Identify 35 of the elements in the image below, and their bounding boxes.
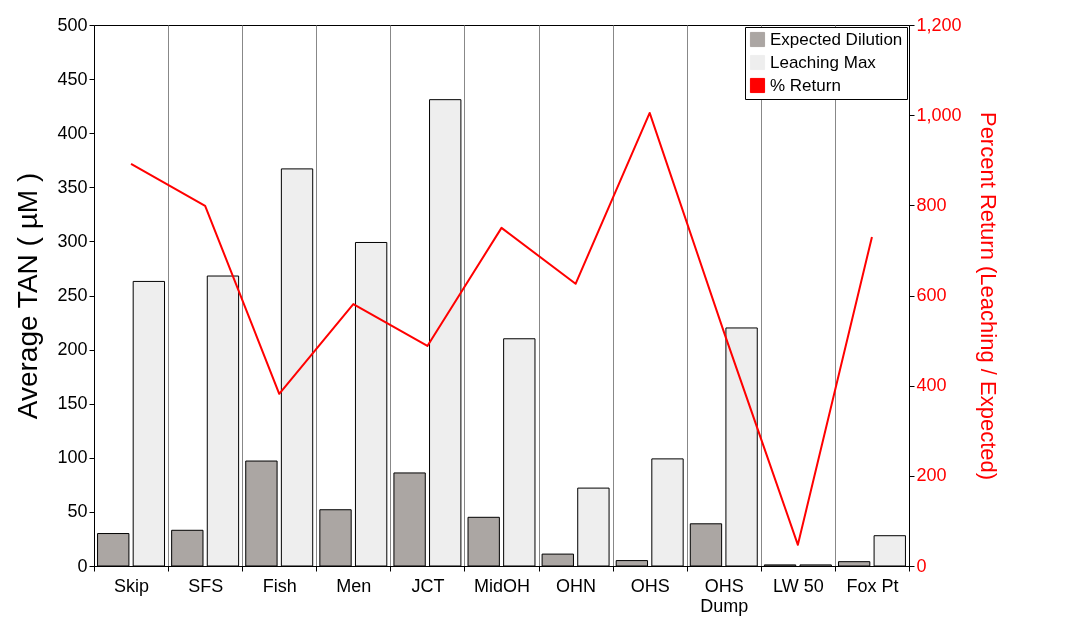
y-tick-label: 350 — [57, 176, 88, 197]
y-tick-label: 50 — [67, 501, 88, 522]
y-tick-label: 300 — [57, 230, 88, 251]
y2-tick-label: 600 — [916, 285, 947, 305]
y2-axis-title: Percent Return (Leaching / Expected) — [975, 111, 1001, 481]
y2-tick-label: 200 — [916, 465, 947, 486]
y-tick-label: 200 — [57, 339, 88, 360]
x-tick-label: JCT — [411, 575, 445, 596]
y2-tick-label: 1,200 — [916, 14, 962, 35]
y-tick-label: 0 — [77, 555, 88, 576]
x-tick-label: SFS — [188, 575, 224, 596]
x-tick-label: Men — [336, 575, 372, 596]
y-tick-label: 500 — [57, 14, 88, 35]
x-tick-label: MidOH — [473, 575, 531, 596]
x-tick-label: Skip — [114, 575, 150, 596]
x-tick-label: OHS — [630, 575, 670, 596]
line-series — [130, 111, 873, 546]
y-tick-label: 100 — [57, 447, 88, 468]
legend-label: Expected Dilution — [770, 29, 903, 49]
legend-label: % Return — [770, 75, 841, 95]
x-tick-label: Fox Pt — [846, 575, 899, 596]
y-tick-label: 450 — [57, 68, 88, 89]
x-tick-label: LW 50 — [773, 575, 824, 596]
y2-tick-label: 400 — [916, 375, 947, 396]
y2-tick-label: 0 — [916, 555, 927, 576]
y2-tick-label: 1,000 — [916, 104, 962, 125]
y-tick-label: 400 — [57, 122, 88, 143]
x-tick-label: OHS Dump — [700, 575, 749, 616]
y-tick-label: 250 — [57, 285, 88, 305]
x-tick-label: Fish — [262, 575, 297, 596]
y2-tick-label: 800 — [916, 194, 947, 215]
x-tick-label: OHN — [556, 575, 597, 596]
legend-label: Leaching Max — [770, 52, 877, 72]
y-tick-label: 150 — [57, 393, 88, 414]
y-axis-title: Average TAN ( µM ) — [12, 172, 44, 420]
